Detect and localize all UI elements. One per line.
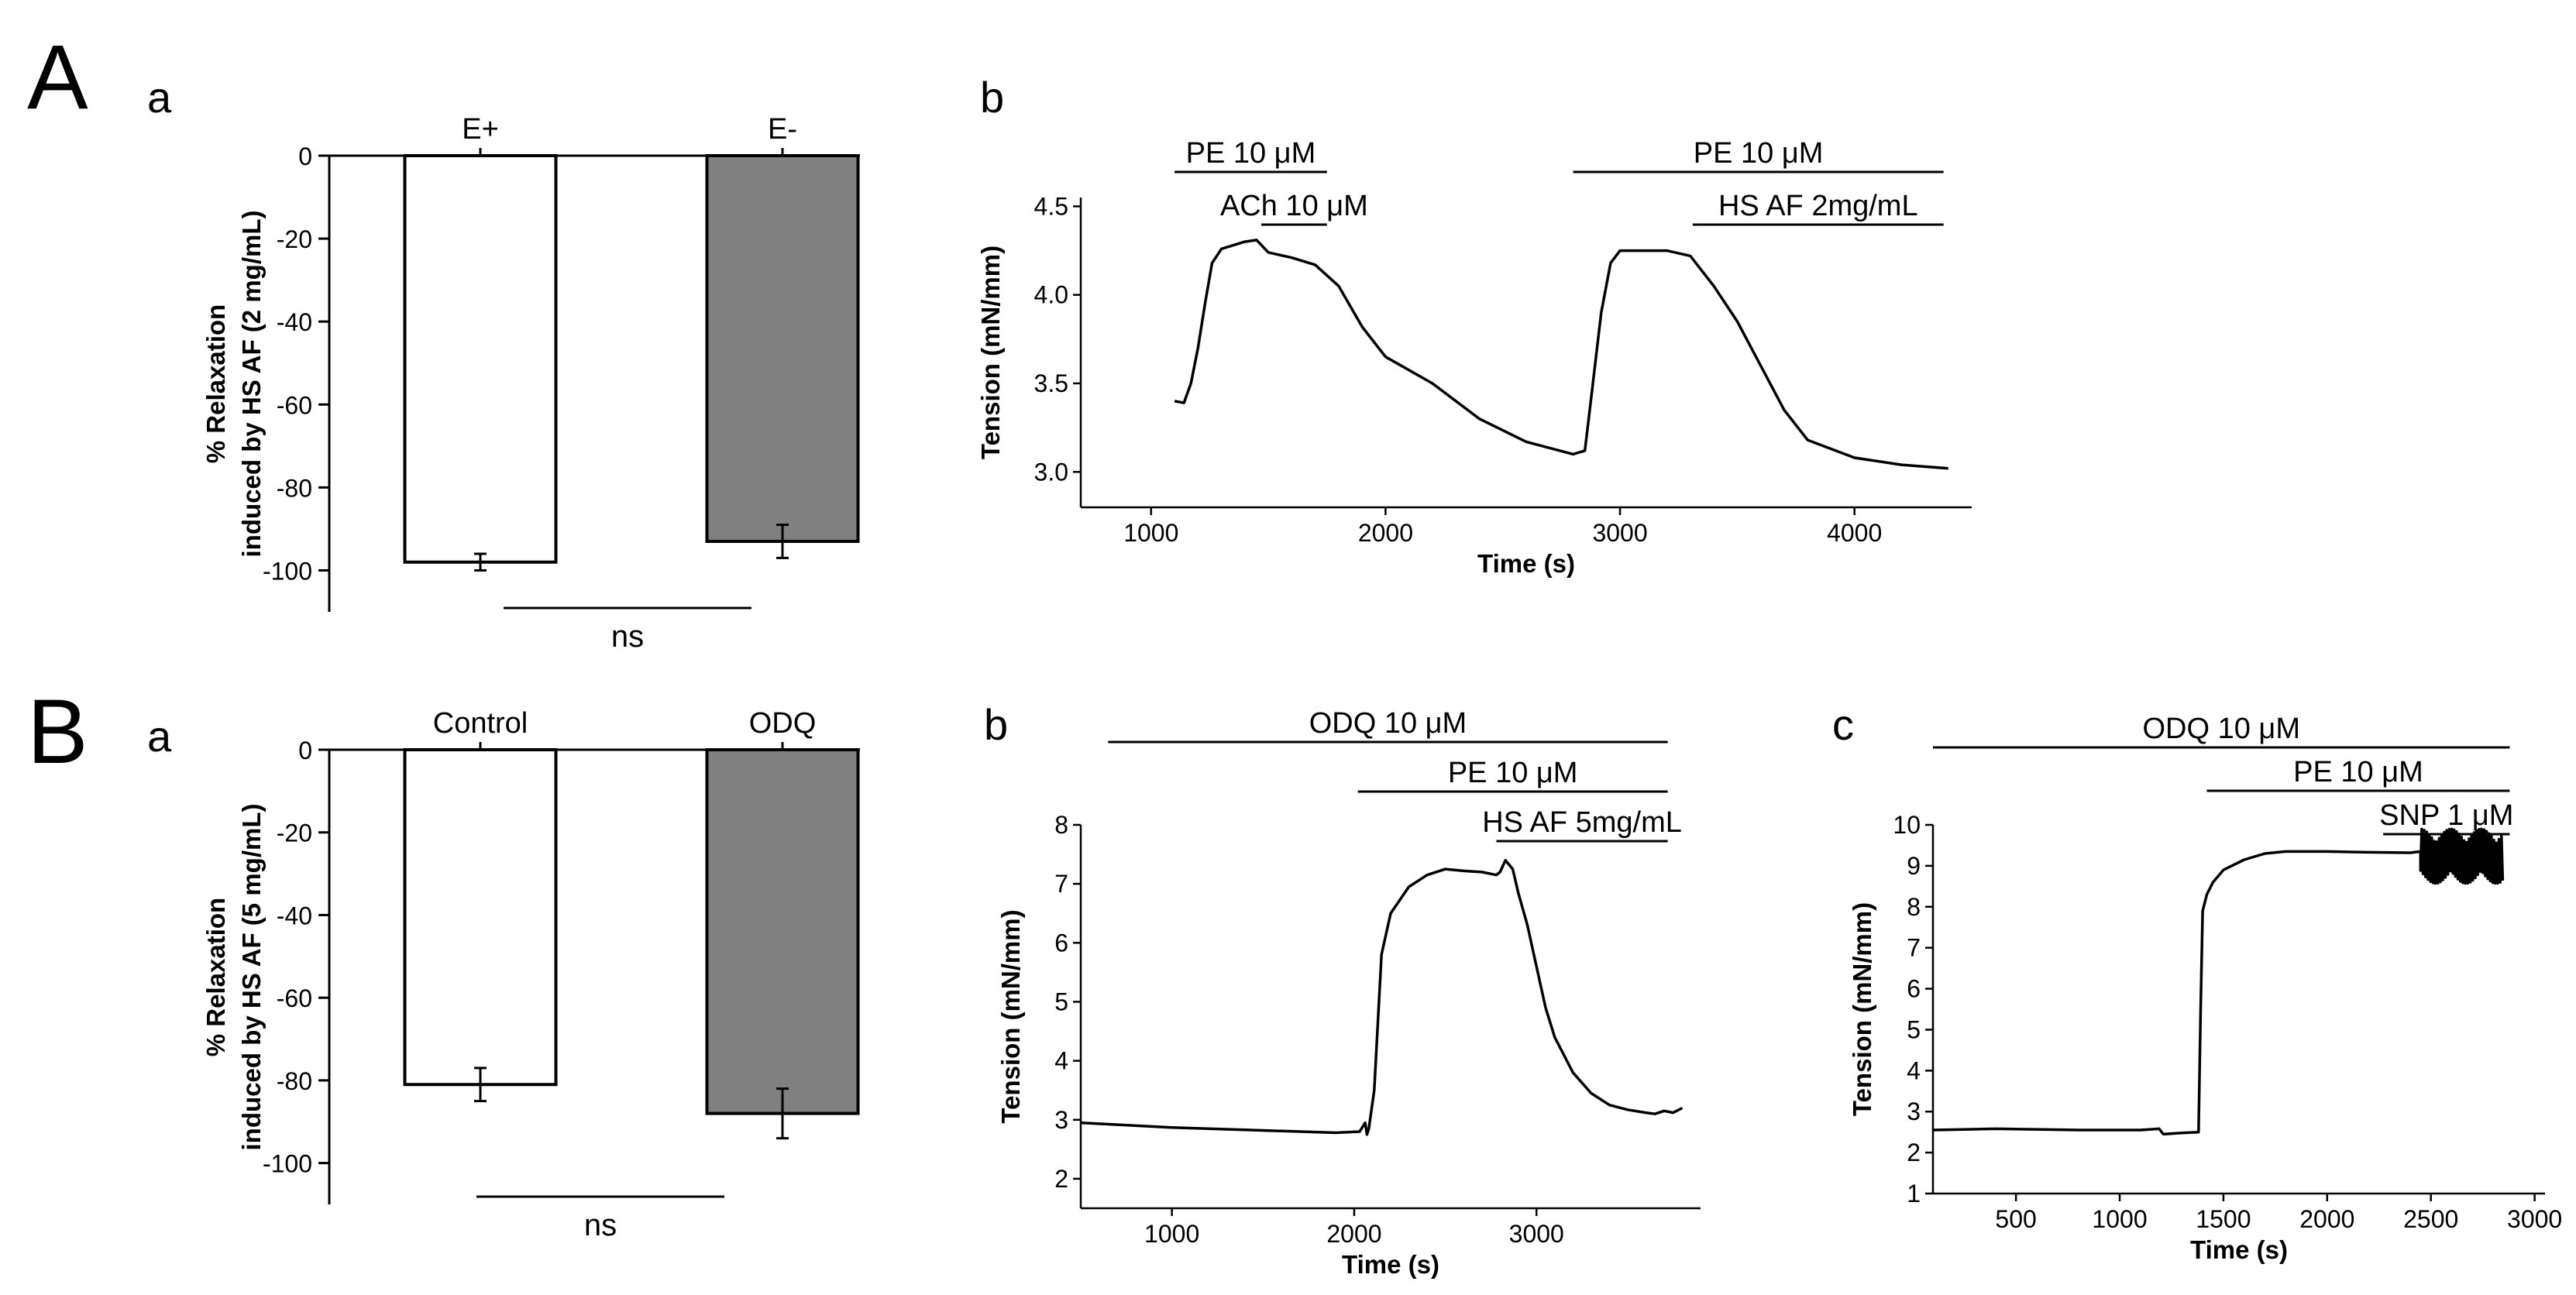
x-tick-label: 2500 bbox=[2403, 1205, 2458, 1233]
treatment-label: PE 10 μM bbox=[1694, 137, 1824, 170]
x-tick-label: 3000 bbox=[2507, 1205, 2562, 1233]
y-tick-label: 8 bbox=[1907, 893, 1921, 921]
y-tick-label: -80 bbox=[277, 474, 312, 502]
y-tick-label: 4.0 bbox=[1034, 281, 1068, 309]
treatment-label: SNP 1 μM bbox=[2379, 799, 2513, 832]
panel-label-Bc: c bbox=[1832, 700, 1854, 749]
treatment-label: HS AF 2mg/mL bbox=[1718, 190, 1918, 222]
x-tick-label: 1000 bbox=[1123, 519, 1178, 547]
panel-label-Aa: a bbox=[147, 73, 172, 122]
x-axis-label: Time (s) bbox=[2190, 1235, 2288, 1264]
y-tick-label: -40 bbox=[277, 902, 312, 929]
chart-Ba: 0 -20 -40 -60 -80 -100 % Relaxation induced by … bbox=[201, 707, 860, 1242]
y-tick-label: -100 bbox=[263, 1150, 312, 1178]
bar-Control bbox=[403, 748, 558, 1087]
series-line-tension bbox=[1174, 239, 1948, 470]
bar-E+ bbox=[403, 154, 558, 564]
chart-Ab: 3.0 3.5 4.0 4.5 1000 2000 3000 4000 Time (s) Tens… bbox=[976, 137, 1972, 578]
y-axis-label-line: % Relaxation bbox=[201, 898, 230, 1056]
x-axis-label: Time (s) bbox=[1477, 549, 1575, 578]
y-tick-label: 5 bbox=[1907, 1015, 1921, 1043]
x-tick-label: 500 bbox=[1995, 1205, 2036, 1233]
panel-label-Ab: b bbox=[980, 73, 1004, 122]
bar-E- bbox=[705, 154, 860, 543]
y-tick-label: -20 bbox=[277, 819, 312, 847]
y-axis-label-line: % Relaxation bbox=[201, 304, 230, 463]
y-tick-label: -80 bbox=[277, 1067, 312, 1095]
y-tick-label: 6 bbox=[1907, 975, 1921, 1003]
y-tick-label: 7 bbox=[1907, 934, 1921, 962]
y-tick-label: 2 bbox=[1054, 1165, 1068, 1193]
y-axis-label: Tension (mN/mm) bbox=[1848, 902, 1876, 1116]
y-tick-label: 3 bbox=[1907, 1097, 1921, 1125]
y-tick-label: 2 bbox=[1907, 1139, 1921, 1166]
y-tick-label: -60 bbox=[277, 391, 312, 419]
y-axis-label: Tension (mN/mm) bbox=[996, 909, 1025, 1123]
chart-Aa: 0 -20 -40 -60 -80 -100 % Relaxation induced by … bbox=[201, 113, 860, 654]
y-tick-label: 7 bbox=[1054, 870, 1068, 898]
treatment-label: PE 10 μM bbox=[1448, 757, 1578, 789]
y-tick-label: 0 bbox=[298, 143, 312, 170]
series-line-tension bbox=[1080, 858, 1684, 1136]
bar-ODQ bbox=[705, 748, 860, 1115]
y-tick-label: 4 bbox=[1054, 1047, 1068, 1075]
y-tick-label: 3.0 bbox=[1034, 458, 1068, 486]
x-tick-label: 4000 bbox=[1827, 519, 1882, 547]
x-tick-label: 1500 bbox=[2196, 1205, 2251, 1233]
significance-label: ns bbox=[611, 620, 644, 654]
x-tick-label: 1000 bbox=[2092, 1205, 2147, 1233]
x-tick-label: 2000 bbox=[1326, 1220, 1381, 1248]
y-tick-label: 4.5 bbox=[1034, 192, 1068, 220]
category-label: ODQ bbox=[749, 707, 817, 740]
x-tick-label: 2000 bbox=[2299, 1205, 2354, 1233]
chart-Bc: 1 2 3 4 5 6 7 8 9 10 500 1000 1500 2000 2500 3000 Time (… bbox=[1848, 713, 2562, 1264]
y-tick-label: 3 bbox=[1054, 1106, 1068, 1134]
x-tick-label: 3000 bbox=[1592, 519, 1647, 547]
y-tick-label: 9 bbox=[1907, 852, 1921, 880]
y-tick-label: 3.5 bbox=[1034, 369, 1068, 397]
y-tick-label: 4 bbox=[1907, 1056, 1921, 1084]
y-axis-label-line: induced by HS AF (5 mg/mL) bbox=[237, 804, 266, 1151]
category-label: E- bbox=[768, 113, 797, 146]
y-tick-label: 6 bbox=[1054, 929, 1068, 957]
x-axis-label: Time (s) bbox=[1342, 1250, 1439, 1279]
y-tick-label: -60 bbox=[277, 984, 312, 1012]
y-tick-label: -40 bbox=[277, 308, 312, 336]
treatment-label: PE 10 μM bbox=[1186, 137, 1316, 170]
panel-label-B: B bbox=[27, 681, 88, 783]
panel-label-Bb: b bbox=[984, 700, 1008, 749]
x-tick-label: 2000 bbox=[1358, 519, 1413, 547]
significance-label: ns bbox=[584, 1208, 617, 1242]
y-tick-label: 8 bbox=[1054, 811, 1068, 839]
y-tick-label: 10 bbox=[1893, 811, 1921, 839]
treatment-label: HS AF 5mg/mL bbox=[1482, 806, 1682, 839]
series-line-tension bbox=[1932, 827, 2505, 1136]
chart-Bb: 2 3 4 5 6 7 8 1000 2000 3000 Time (s) Tension (mN/m… bbox=[996, 707, 1701, 1279]
category-label: Control bbox=[433, 707, 528, 740]
treatment-label: ODQ 10 μM bbox=[2142, 713, 2300, 745]
treatment-label: PE 10 μM bbox=[2293, 756, 2423, 788]
treatment-label: ODQ 10 μM bbox=[1309, 707, 1467, 740]
category-label: E+ bbox=[462, 113, 499, 146]
y-tick-label: 1 bbox=[1907, 1180, 1921, 1207]
y-axis-label: Tension (mN/mm) bbox=[976, 246, 1005, 459]
y-tick-label: 0 bbox=[298, 737, 312, 764]
y-tick-label: -100 bbox=[263, 557, 312, 585]
y-tick-label: -20 bbox=[277, 225, 312, 253]
panel-label-A: A bbox=[27, 26, 88, 129]
treatment-label: ACh 10 μM bbox=[1220, 190, 1368, 222]
y-tick-label: 5 bbox=[1054, 988, 1068, 1015]
x-tick-label: 1000 bbox=[1144, 1220, 1199, 1248]
y-axis-label-line: induced by HS AF (2 mg/mL) bbox=[237, 211, 266, 558]
panel-label-Ba: a bbox=[147, 712, 172, 761]
x-tick-label: 3000 bbox=[1509, 1220, 1564, 1248]
